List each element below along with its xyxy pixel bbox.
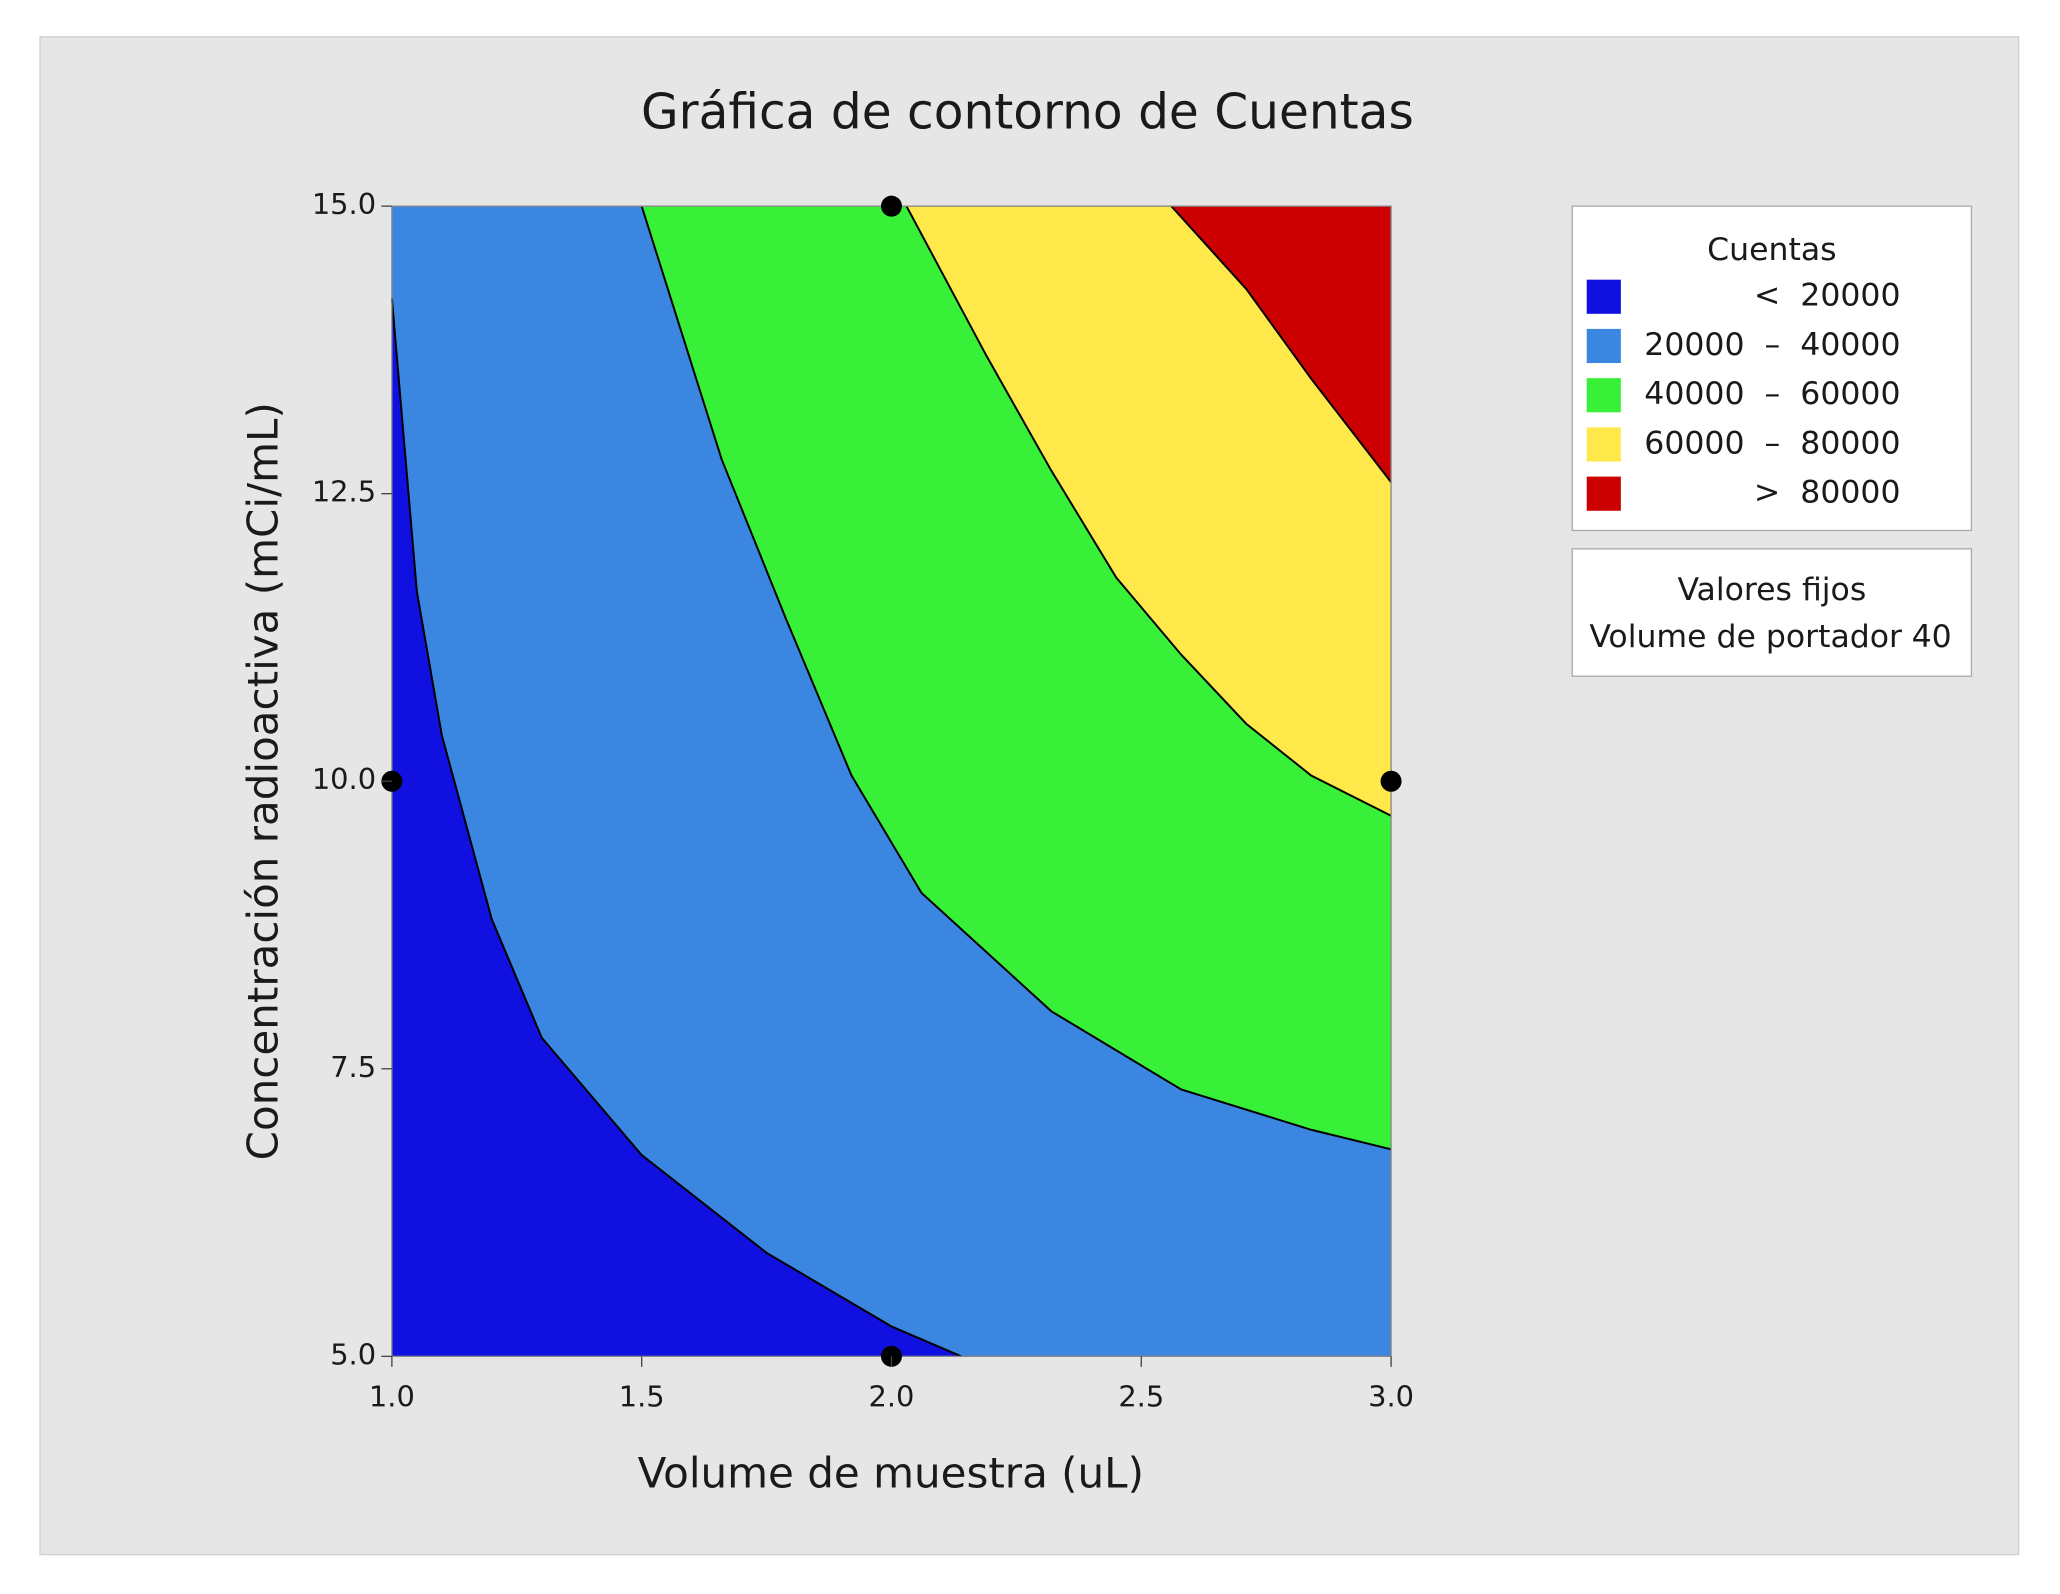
legend-label: 20000 – 40000 — [1644, 327, 1900, 363]
fixed-value-name: Volume de portador — [1589, 619, 1902, 655]
fixed-value: 40 — [1912, 619, 1952, 655]
x-tick-label: 3.0 — [1368, 1379, 1414, 1413]
x-axis-label: Volume de muestra (uL) — [638, 1448, 1144, 1497]
y-tick-label: 15.0 — [312, 187, 376, 221]
design-point — [1380, 770, 1402, 792]
legend-swatch — [1586, 476, 1621, 511]
y-tick-label: 5.0 — [330, 1337, 376, 1371]
legend-label: 60000 – 80000 — [1644, 425, 1900, 461]
chart-title: Gráfica de contorno de Cuentas — [641, 85, 1414, 141]
x-tick-label: 1.5 — [619, 1379, 665, 1413]
legend-title: Cuentas — [1707, 232, 1836, 268]
legend-box — [1571, 205, 1973, 532]
legend-swatch — [1586, 328, 1621, 364]
legend-swatch — [1586, 378, 1621, 413]
y-tick-label: 10.0 — [312, 762, 376, 796]
legend-swatch — [1586, 427, 1621, 462]
y-axis-label: Concentración radioactiva (mCi/mL) — [238, 402, 287, 1160]
contour-line — [1170, 205, 1392, 483]
legend-label: 40000 – 60000 — [1644, 376, 1900, 412]
x-tick-label: 2.5 — [1118, 1379, 1164, 1413]
contour-line — [640, 205, 1392, 1151]
contour-region — [906, 206, 1392, 816]
y-tick-label: 7.5 — [330, 1050, 376, 1084]
legend-swatch — [1586, 279, 1621, 314]
x-tick-label: 2.0 — [869, 1379, 915, 1413]
legend-label: < 20000 — [1754, 278, 1901, 314]
legend-label: > 80000 — [1754, 475, 1901, 511]
fixed-values-box — [1571, 548, 1973, 677]
y-tick-label: 12.5 — [312, 475, 376, 509]
design-point — [880, 195, 902, 217]
fixed-values-title: Valores fijos — [1677, 572, 1866, 608]
x-tick-label: 1.0 — [369, 1379, 415, 1413]
contour-line — [905, 205, 1392, 817]
contour-region — [1171, 206, 1392, 483]
contour-line — [390, 298, 962, 1358]
